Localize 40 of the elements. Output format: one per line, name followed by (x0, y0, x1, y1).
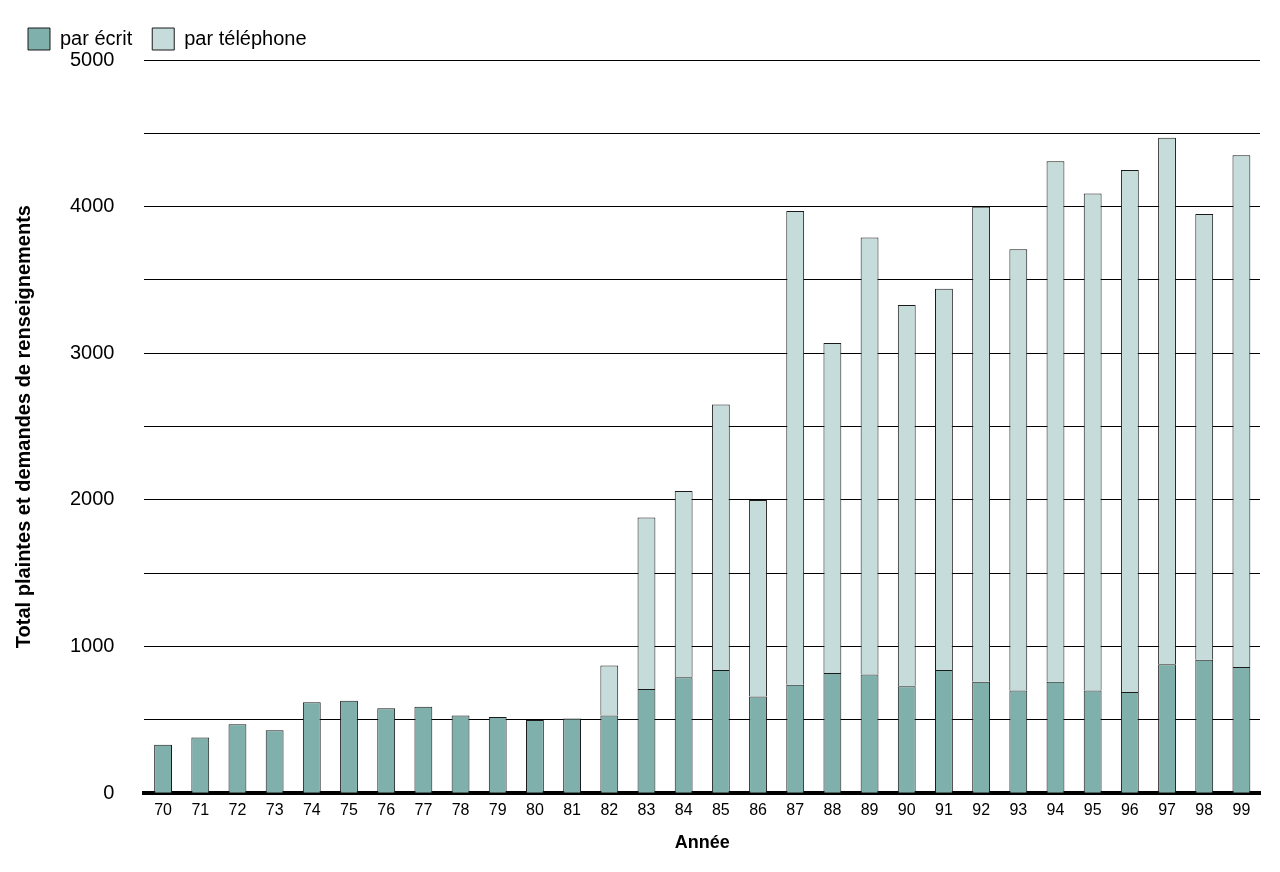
x-tick-label: 90 (897, 801, 916, 819)
y-tick-label: 4000 (69, 194, 115, 217)
x-tick-label: 83 (637, 801, 656, 819)
x-tick-label: 87 (786, 801, 805, 819)
x-tick-label: 77 (414, 801, 433, 819)
x-tick-label: 72 (228, 801, 247, 819)
x-tick-label: 78 (451, 801, 470, 819)
x-tick-label: 80 (526, 801, 544, 819)
x-tick-label: 98 (1195, 801, 1214, 819)
x-tick-label: 97 (1158, 801, 1177, 819)
x-tick-label: 71 (191, 801, 210, 819)
x-tick-label: 89 (860, 801, 879, 819)
x-tick-label: 76 (377, 801, 396, 819)
legend-label: par téléphone (184, 26, 307, 49)
x-tick-label: 82 (600, 801, 619, 819)
x-tick-label: 70 (154, 801, 173, 819)
x-tick-label: 92 (972, 801, 991, 819)
x-tick-label: 86 (749, 801, 768, 819)
y-tick-label: 0 (103, 780, 115, 803)
x-tick-label: 96 (1120, 801, 1139, 819)
x-tick-label: 75 (340, 801, 358, 819)
x-tick-label: 95 (1083, 801, 1102, 819)
x-tick-label: 73 (265, 801, 284, 819)
y-axis-title: Total plaintes et demandes de renseignements (11, 205, 34, 649)
x-tick-label: 79 (488, 801, 507, 819)
legend-label: par écrit (60, 26, 133, 49)
y-tick-label: 5000 (69, 47, 115, 70)
x-tick-label: 85 (711, 801, 730, 819)
x-tick-label: 93 (1009, 801, 1028, 819)
y-tick-label: 2000 (69, 487, 115, 510)
x-tick-label: 91 (935, 801, 953, 819)
x-tick-label: 88 (823, 801, 842, 819)
x-axis-title: Année (674, 832, 730, 853)
y-tick-label: 3000 (69, 340, 115, 363)
x-tick-label: 94 (1046, 801, 1065, 819)
x-tick-label: 84 (674, 801, 693, 819)
x-tick-label: 99 (1232, 801, 1251, 819)
x-tick-label: 74 (302, 801, 321, 819)
x-tick-label: 81 (563, 801, 582, 819)
y-tick-label: 1000 (69, 634, 115, 657)
